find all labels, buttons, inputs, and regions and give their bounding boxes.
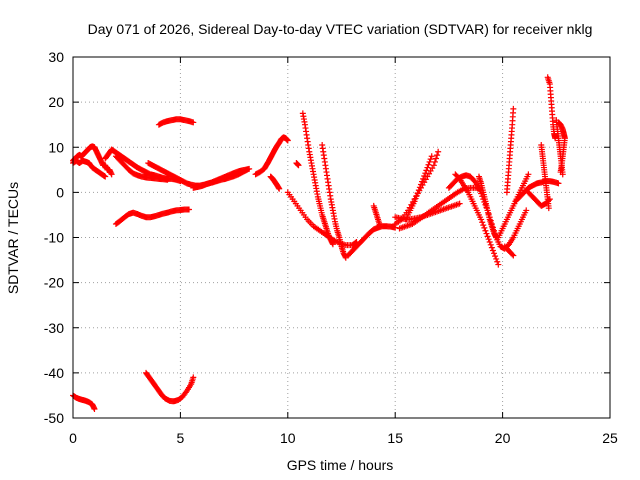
data-point bbox=[481, 224, 488, 231]
x-tick-label: 10 bbox=[280, 430, 296, 446]
data-point bbox=[488, 244, 495, 251]
data-point bbox=[509, 251, 516, 258]
data-point bbox=[377, 223, 384, 230]
series-arc-f bbox=[190, 165, 253, 191]
data-point bbox=[510, 105, 517, 112]
data-point bbox=[510, 252, 517, 259]
series-arc-ab bbox=[503, 105, 517, 196]
data-point bbox=[484, 233, 491, 240]
data-point bbox=[164, 176, 171, 183]
data-point bbox=[456, 200, 463, 207]
data-point bbox=[434, 152, 441, 159]
series-arc-r bbox=[370, 202, 384, 230]
series-arc-h bbox=[267, 173, 283, 192]
data-point bbox=[491, 250, 498, 257]
data-point bbox=[190, 119, 197, 126]
series-arc-p bbox=[319, 141, 349, 261]
data-point bbox=[430, 162, 437, 169]
y-tick-label: 10 bbox=[48, 139, 64, 155]
series-arc-u bbox=[392, 148, 442, 227]
series-arc-y bbox=[475, 173, 500, 241]
y-tick-label: -20 bbox=[44, 275, 64, 291]
data-point bbox=[555, 180, 562, 187]
data-point bbox=[435, 148, 442, 155]
series-arc-i bbox=[112, 206, 192, 227]
series-arc-l bbox=[143, 369, 197, 405]
data-point bbox=[523, 207, 530, 214]
y-tick-label: 20 bbox=[48, 94, 64, 110]
data-point bbox=[108, 171, 115, 178]
data-point bbox=[480, 222, 487, 229]
data-point bbox=[246, 165, 253, 172]
series-arc-m bbox=[293, 160, 302, 169]
data-point bbox=[102, 173, 109, 180]
data-point bbox=[479, 219, 486, 226]
x-tick-label: 20 bbox=[495, 430, 511, 446]
series-arc-g bbox=[252, 134, 291, 178]
y-tick-label: -30 bbox=[44, 320, 64, 336]
data-point bbox=[489, 247, 496, 254]
y-axis-label: SDTVAR / TECUs bbox=[5, 182, 21, 294]
data-point bbox=[190, 374, 197, 381]
data-point bbox=[425, 161, 432, 168]
series-arc-d bbox=[112, 153, 171, 183]
y-tick-label: 0 bbox=[56, 184, 64, 200]
data-point bbox=[492, 253, 499, 260]
y-tick-label: -40 bbox=[44, 365, 64, 381]
data-point bbox=[486, 239, 493, 246]
chart-title: Day 071 of 2026, Sidereal Day-to-day VTE… bbox=[88, 21, 593, 37]
data-marks bbox=[70, 74, 568, 412]
data-point bbox=[329, 241, 336, 248]
y-tick-label: -10 bbox=[44, 230, 64, 246]
x-tick-label: 0 bbox=[69, 430, 77, 446]
series-arc-ae bbox=[538, 141, 552, 212]
data-point bbox=[545, 205, 552, 212]
series-arc-o bbox=[299, 110, 336, 248]
x-tick-label: 5 bbox=[177, 430, 185, 446]
series-arc-j bbox=[155, 116, 197, 128]
data-point bbox=[494, 258, 501, 265]
data-point bbox=[185, 206, 192, 213]
data-point bbox=[525, 171, 532, 178]
series-arc-ah bbox=[555, 119, 568, 176]
axis-ticks: 0 5 10 15 20 25 -50 -40 -30 -20 -10 0 10 20 30 bbox=[44, 49, 618, 446]
series-arc-aa bbox=[501, 243, 517, 259]
data-point bbox=[426, 158, 433, 165]
x-tick-label: 25 bbox=[602, 430, 618, 446]
data-point bbox=[295, 162, 302, 169]
data-point bbox=[427, 156, 434, 163]
data-point bbox=[478, 216, 485, 223]
data-point bbox=[431, 158, 438, 165]
x-axis-label: GPS time / hours bbox=[287, 457, 394, 473]
data-point bbox=[433, 155, 440, 162]
data-point bbox=[483, 230, 490, 237]
x-tick-label: 15 bbox=[387, 430, 403, 446]
series-arc-a bbox=[70, 143, 115, 178]
data-point bbox=[276, 185, 283, 192]
data-point bbox=[91, 405, 98, 412]
series-arc-x bbox=[452, 171, 502, 268]
data-point bbox=[487, 241, 494, 248]
series-arc-z bbox=[495, 171, 532, 241]
data-point bbox=[557, 169, 564, 176]
data-point bbox=[482, 227, 489, 234]
y-tick-label: 30 bbox=[48, 49, 64, 65]
y-tick-label: -50 bbox=[44, 410, 64, 426]
data-point bbox=[428, 153, 435, 160]
data-point bbox=[485, 236, 492, 243]
data-point bbox=[284, 137, 291, 144]
data-point bbox=[493, 255, 500, 262]
data-point bbox=[495, 261, 502, 268]
